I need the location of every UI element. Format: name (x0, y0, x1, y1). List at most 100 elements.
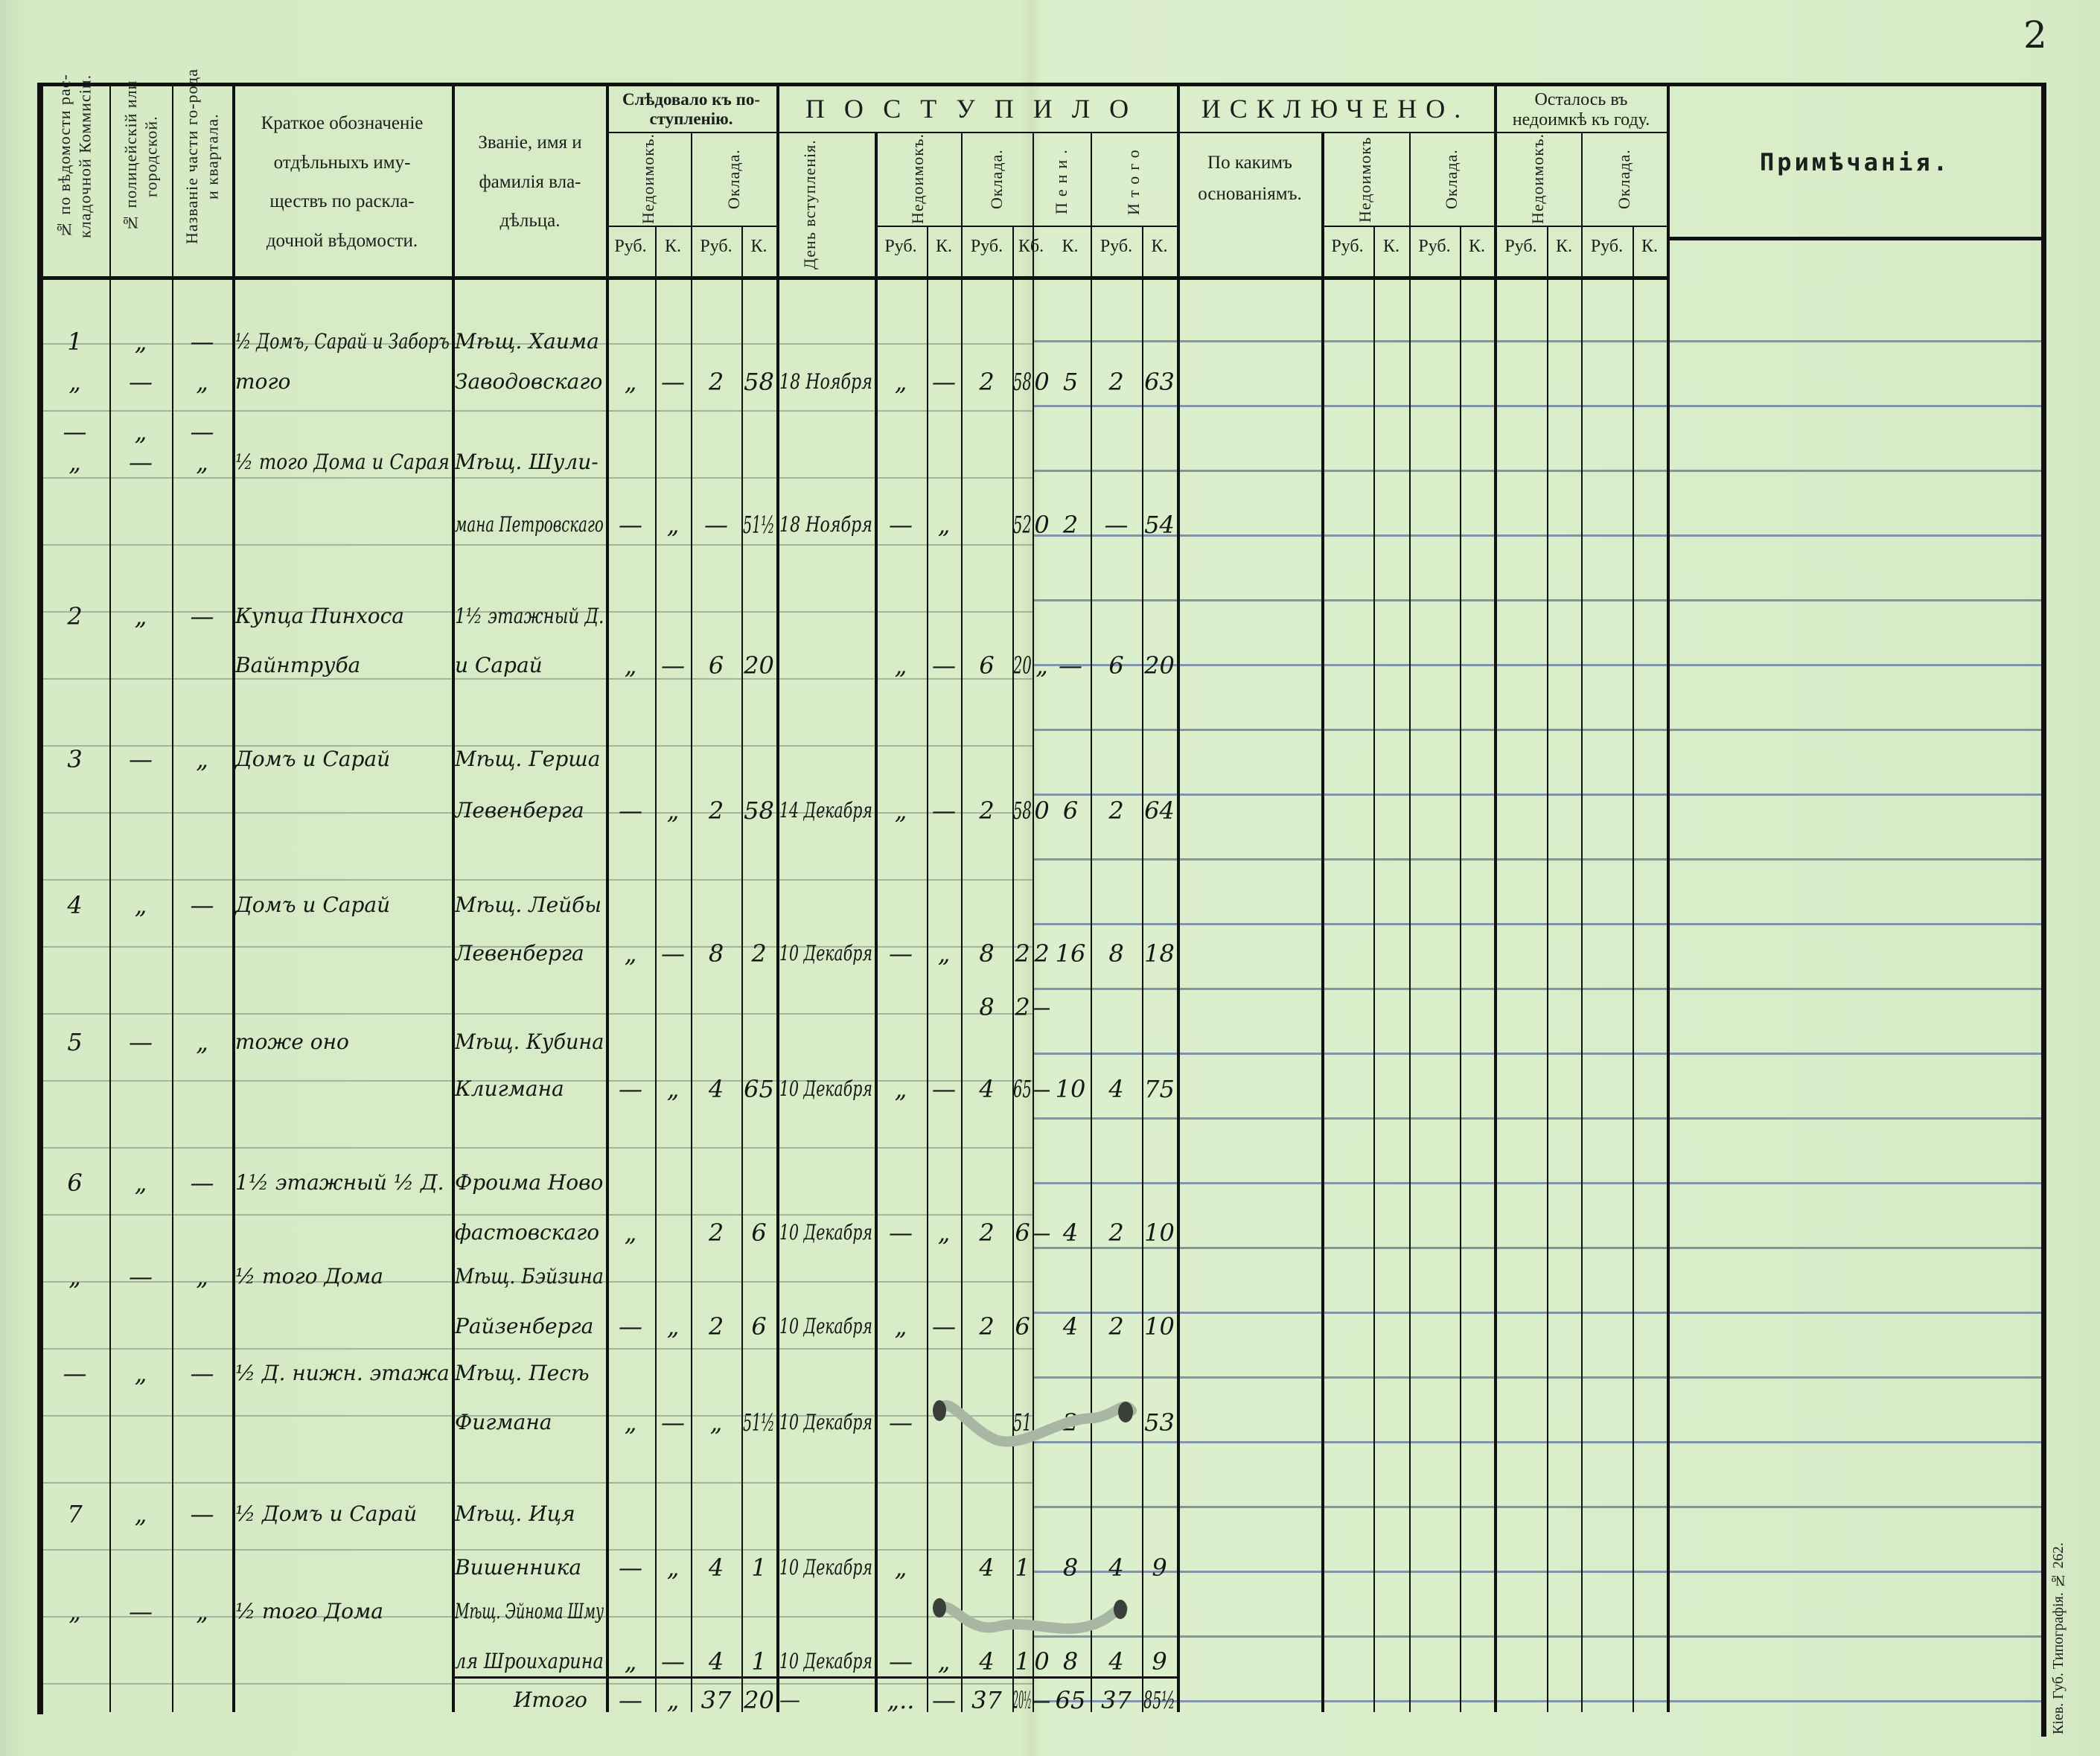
cell-col1: 5 (67, 1028, 83, 1056)
cell-col3: „ (196, 1262, 208, 1291)
cell-col3: „ (196, 448, 208, 476)
cell-col3: — (190, 1359, 214, 1388)
cell-s-ok-k: 58 (744, 368, 774, 396)
cell-s-ned-k: — (661, 1408, 685, 1437)
cell-p-ned-r: — (889, 1647, 913, 1676)
cell-itogo-r: 2 (1108, 368, 1124, 396)
cell-owner: 1½ этажный Д. (455, 604, 604, 628)
column-divider (1177, 84, 1180, 1712)
cell-col2: „ (134, 1169, 147, 1197)
cell-p-ok-r: 8 (979, 993, 995, 1021)
cell-p-ned-r: — (889, 939, 913, 968)
binding-hole-icon (933, 1400, 946, 1421)
cell-s-ok-r: 2 (708, 368, 724, 396)
cell-s-ok-r: „ (709, 1408, 723, 1437)
cell-itogo-k: 85½ (1143, 1686, 1175, 1714)
cell-owner: Мѣщ. Хаима (455, 329, 599, 354)
column-divider (172, 84, 173, 1712)
cell-owner: Фигмана (455, 1410, 552, 1434)
cell-s-ok-k: 58 (744, 796, 774, 825)
cell-owner: Левенберга (455, 798, 584, 823)
cell-s-ok-r: 2 (708, 1312, 724, 1341)
cell-col1: „ (68, 1597, 81, 1626)
cell-col2: „ (134, 891, 147, 919)
cell-s-ned-r: „ (624, 651, 637, 680)
cell-desc: Домъ и Сарай (235, 747, 391, 771)
cell-col3: — (190, 1500, 214, 1528)
cell-date: — (779, 1688, 800, 1712)
cell-s-ok-r: 6 (708, 651, 724, 680)
cell-col2: — (129, 368, 153, 396)
column-divider (875, 132, 878, 1712)
cell-date: 10 Декабря (779, 1410, 872, 1434)
column-divider (1547, 226, 1548, 1712)
header-unit-divider (1321, 226, 1667, 227)
cell-mark: — (1033, 1075, 1051, 1103)
cell-col1: 7 (67, 1500, 83, 1528)
cell-col1: — (63, 1359, 87, 1388)
notes-header-bottom (1667, 237, 2043, 240)
cell-p-ned-r: „ (894, 1312, 907, 1341)
cell-s-ned-k: „ (666, 511, 680, 539)
cell-s-ok-r: 2 (708, 1219, 724, 1247)
cell-owner: мана Петровскаго (455, 512, 604, 537)
cell-col1: „ (68, 448, 81, 476)
cell-date: 18 Ноября (779, 512, 872, 537)
cell-peni: 5 (1062, 368, 1079, 396)
header-bottom-border (37, 276, 1667, 280)
unit-label: Руб. (700, 237, 733, 256)
cell-itogo-k: 64 (1144, 796, 1175, 825)
cell-s-ok-r: 37 (700, 1686, 732, 1714)
cell-col3: — (190, 418, 214, 446)
column-divider (1460, 226, 1461, 1712)
cell-date: 10 Декабря (779, 1555, 872, 1580)
cell-itogo-r: 2 (1108, 1219, 1124, 1247)
column-divider (1142, 226, 1143, 1712)
cell-peni: — (1059, 651, 1082, 680)
header-notes: Примѣчанія. (1760, 147, 1950, 176)
cell-desc: ½ того Дома (235, 1599, 383, 1623)
cell-col3: „ (196, 1597, 208, 1626)
header-description: Краткое обозначеніе отдѣльныхъ иму-ществ… (261, 113, 424, 251)
cell-col2: — (129, 745, 153, 773)
cell-p-ok-r: 2 (979, 368, 995, 396)
column-divider (1581, 132, 1583, 1712)
cell-p-ned-k: — (932, 368, 956, 396)
cell-col2: „ (134, 328, 147, 356)
cell-owner: Мѣщ. Эйнома Шму (455, 1599, 604, 1623)
cell-itogo-r: 4 (1108, 1554, 1124, 1582)
cell-p-ok-k: 2 (1015, 939, 1030, 968)
cell-s-ned-k: — (661, 1647, 685, 1676)
unit-label: Руб. (1100, 237, 1133, 256)
cell-col2: — (129, 1028, 153, 1056)
cell-col3: „ (196, 1028, 208, 1056)
binding-thread-lower (934, 1601, 1128, 1634)
header-group-divider (776, 132, 1177, 133)
binding-thread-upper (934, 1400, 1137, 1447)
cell-itogo-r: 37 (1101, 1686, 1132, 1714)
cell-mark: 0 (1034, 1647, 1050, 1676)
header-top-border (37, 83, 2046, 86)
header-group-divider (1495, 132, 1667, 133)
cell-owner: Мѣщ. Лейбы (455, 893, 602, 917)
unit-label: Руб. (1504, 237, 1537, 256)
cell-p-ok-k: 2 (1015, 993, 1030, 1021)
cell-mark: 2 (1034, 939, 1050, 968)
cell-col1: — (63, 418, 87, 446)
column-divider (109, 84, 111, 1712)
cell-p-ok-k: 1 (1015, 1647, 1030, 1676)
cell-col3: — (190, 328, 214, 356)
cell-mark: 0 (1034, 511, 1050, 539)
cell-p-ok-k: 52 (1013, 511, 1032, 539)
table-right-border (2041, 84, 2046, 1737)
cell-owner: Мѣщ. Иця (455, 1501, 575, 1526)
cell-owner: Клигмана (455, 1076, 564, 1101)
cell-owner: ля Шроихарина (455, 1649, 604, 1673)
cell-p-ned-r: „ (894, 1554, 907, 1582)
cell-s-ok-r: 4 (708, 1554, 724, 1582)
cell-itogo-k: 75 (1144, 1075, 1175, 1103)
cell-s-ned-r: „ (624, 1408, 637, 1437)
unit-label: К. (1062, 237, 1079, 256)
cell-itogo-k: 53 (1144, 1408, 1175, 1437)
column-divider (606, 84, 609, 1712)
